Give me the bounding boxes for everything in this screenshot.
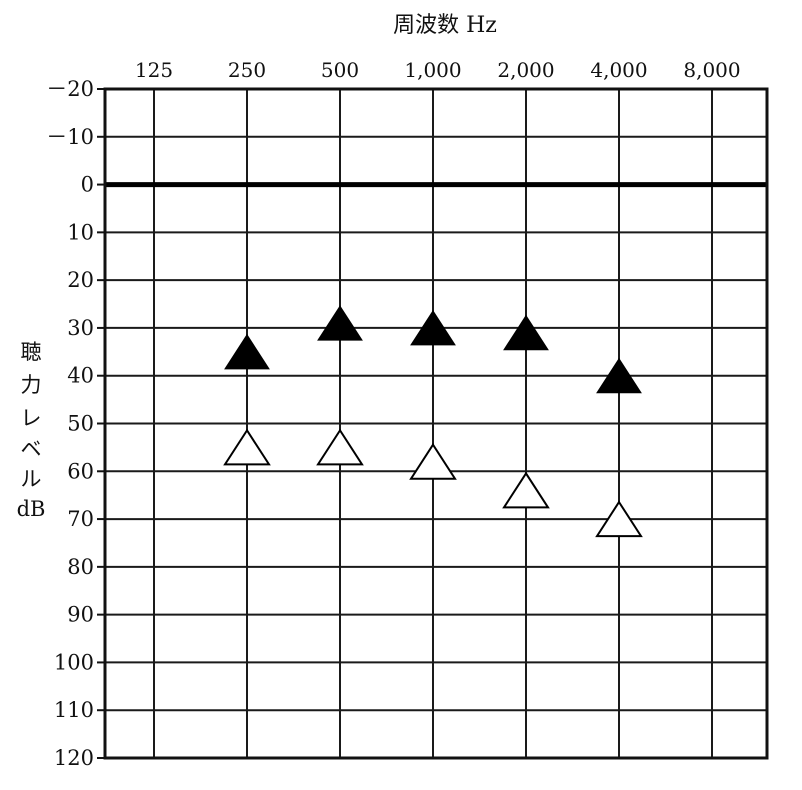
x-tick-label: 500 (321, 58, 359, 82)
y-tick-label: 60 (67, 459, 94, 483)
y-tick-label: 100 (54, 650, 94, 674)
x-tick-label: 250 (228, 58, 266, 82)
filled-triangle-point (317, 305, 363, 341)
y-axis-label-char: レ (21, 406, 42, 430)
filled-triangle-point (224, 333, 270, 370)
y-tick-label: 50 (67, 412, 94, 436)
y-axis-label-char: 聴 (21, 340, 42, 364)
filled-triangle-point (503, 314, 549, 351)
y-axis-label-char: ベ (21, 437, 42, 461)
open-triangle-point (502, 471, 550, 509)
grid (97, 87, 769, 760)
x-tick-label: 8,000 (683, 58, 740, 82)
y-tick-label: 10 (67, 220, 94, 244)
y-axis-label-char: 力 (21, 373, 42, 397)
y-tick-label: 80 (67, 555, 94, 579)
y-tick-label: 70 (67, 507, 94, 531)
y-tick-labels: －20 －10 0 10 20 30 40 50 60 70 80 90 100 110 120 (46, 77, 94, 770)
x-tick-label: 125 (135, 58, 173, 82)
y-tick-label: 120 (54, 746, 94, 770)
plot-frame (103, 87, 769, 760)
chart-title: 周波数 Hz (393, 13, 497, 38)
filled-triangle-point (410, 310, 456, 346)
y-tick-label: 0 (81, 173, 94, 197)
filled-triangle-point (596, 357, 642, 394)
y-axis-label-char: ル (21, 467, 42, 491)
y-tick-label: 110 (54, 698, 94, 722)
x-tick-labels: 125 250 500 1,000 2,000 4,000 8,000 (135, 58, 741, 82)
open-triangle-point (595, 500, 643, 538)
y-tick-label: 30 (67, 316, 94, 340)
open-triangle-point (316, 428, 364, 466)
x-tick-label: 2,000 (497, 58, 554, 82)
y-tick-label: －20 (46, 77, 94, 101)
y-tick-label: 90 (67, 603, 94, 627)
open-triangle-point (409, 442, 457, 480)
x-tick-label: 1,000 (404, 58, 461, 82)
y-axis-label-char: dB (17, 497, 46, 521)
y-tick-label: 20 (67, 268, 94, 292)
y-tick-label: －10 (46, 125, 94, 149)
y-tick-label: 40 (67, 364, 94, 388)
open-triangle-point (223, 428, 271, 466)
x-tick-label: 4,000 (590, 58, 647, 82)
data-marks (223, 305, 643, 538)
